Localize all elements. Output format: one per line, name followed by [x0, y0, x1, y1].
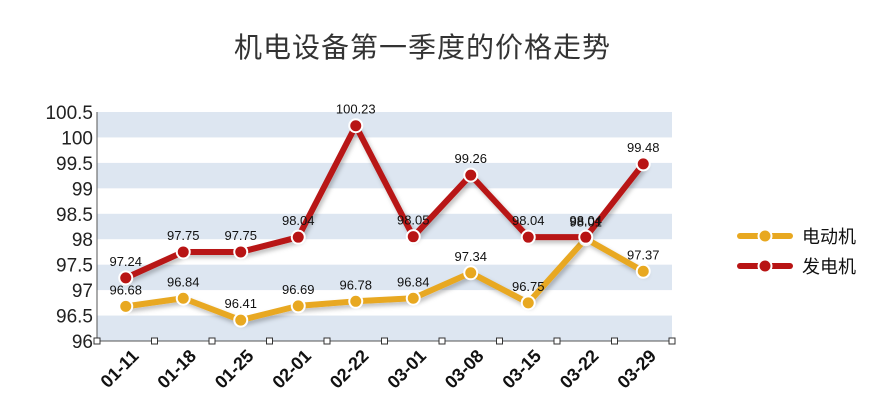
series-layer — [118, 118, 651, 328]
x-tick-label: 01-25 — [211, 346, 258, 393]
data-point — [635, 263, 651, 279]
data-point — [118, 298, 134, 314]
legend-label: 发电机 — [802, 257, 856, 278]
x-axis-tick-mark — [323, 337, 331, 345]
data-point — [520, 229, 536, 245]
data-point — [463, 167, 479, 183]
y-tick-label: 100 — [61, 128, 93, 149]
x-tick-label: 03-15 — [498, 346, 545, 393]
y-tick-label: 96.5 — [56, 307, 93, 328]
data-point — [290, 298, 306, 314]
data-label: 96.78 — [339, 277, 372, 292]
data-label: 96.84 — [167, 274, 200, 289]
x-axis-tick-mark — [266, 337, 273, 345]
data-label: 96.41 — [224, 296, 257, 311]
data-label: 98.04 — [282, 213, 315, 228]
series-line — [122, 122, 647, 281]
x-axis-tick-mark — [381, 337, 388, 345]
x-tick-label: 03-22 — [556, 346, 603, 393]
data-point — [635, 156, 651, 172]
x-axis-tick-mark — [93, 337, 101, 345]
y-tick-label: 97.5 — [56, 256, 93, 277]
y-tick-label: 97 — [72, 281, 93, 302]
data-point — [578, 229, 594, 245]
x-tick-label: 02-01 — [268, 346, 315, 393]
data-label: 96.69 — [282, 282, 315, 297]
x-axis-tick-mark — [668, 337, 676, 345]
y-tick-label: 98 — [72, 230, 93, 251]
x-tick-label: 02-22 — [326, 346, 373, 393]
data-label: 99.48 — [627, 140, 660, 155]
x-axis-tick-mark — [553, 337, 561, 345]
data-point — [520, 295, 536, 311]
series-line — [122, 235, 647, 324]
data-point — [175, 244, 191, 260]
data-point — [118, 270, 134, 286]
x-axis-tick-mark — [496, 337, 503, 345]
data-point — [175, 290, 191, 306]
data-label: 97.24 — [109, 254, 142, 269]
axes — [93, 112, 676, 345]
data-label: 96.75 — [512, 279, 545, 294]
data-label: 98.04 — [512, 213, 545, 228]
x-axis-tick-mark — [208, 337, 216, 345]
x-axis-tick-mark — [438, 337, 446, 345]
legend-swatch-marker — [757, 228, 773, 244]
y-tick-label: 98.5 — [56, 205, 93, 226]
grid-band — [97, 264, 672, 291]
x-tick-label: 03-08 — [441, 346, 488, 393]
grid-band — [97, 315, 672, 341]
y-tick-label: 99 — [72, 179, 93, 200]
data-label: 97.75 — [167, 228, 200, 243]
y-tick-label: 99.5 — [56, 154, 93, 175]
legend-swatch-marker — [757, 258, 773, 274]
data-point — [348, 293, 364, 309]
data-label: 98.01 — [569, 215, 602, 230]
x-axis-tick-mark — [151, 337, 158, 345]
data-label: 98.04 — [569, 213, 602, 228]
data-point — [463, 265, 479, 281]
x-axis-tick-mark — [611, 337, 618, 345]
x-axis-ticks: 01-11 01-18 01-25 02-01 02-22 03-01 03-08 03-15… — [97, 346, 660, 393]
x-tick-label: 03-01 — [383, 346, 430, 393]
x-tick-label: 01-18 — [153, 346, 200, 393]
x-tick-label: 01-11 — [97, 346, 143, 392]
data-label: 96.84 — [397, 274, 430, 289]
y-axis-ticks: 96 96.5 97 97.5 98 98.5 99 99.5 100 100.5 — [45, 103, 93, 353]
data-label: 100.23 — [336, 102, 376, 117]
data-point — [233, 244, 249, 260]
data-point — [405, 229, 421, 245]
data-label: 98.05 — [397, 213, 430, 228]
data-label: 96.68 — [109, 282, 142, 297]
data-point — [233, 312, 249, 328]
data-label: 97.34 — [454, 249, 487, 264]
x-tick-label: 03-29 — [613, 346, 660, 393]
grid-band — [97, 112, 672, 138]
chart-title: 机电设备第一季度的价格走势 — [233, 31, 611, 64]
data-label: 97.75 — [224, 228, 257, 243]
data-label: 99.26 — [454, 151, 487, 166]
data-labels: 96.68 96.84 96.41 96.69 96.78 96.84 97.34 96.75… — [109, 102, 659, 311]
data-point — [348, 118, 364, 134]
data-point — [405, 290, 421, 306]
legend-label: 电动机 — [802, 227, 856, 248]
y-tick-label: 96 — [72, 332, 93, 353]
y-tick-label: 100.5 — [45, 103, 93, 124]
data-label: 97.37 — [627, 247, 660, 262]
data-point — [290, 229, 306, 245]
